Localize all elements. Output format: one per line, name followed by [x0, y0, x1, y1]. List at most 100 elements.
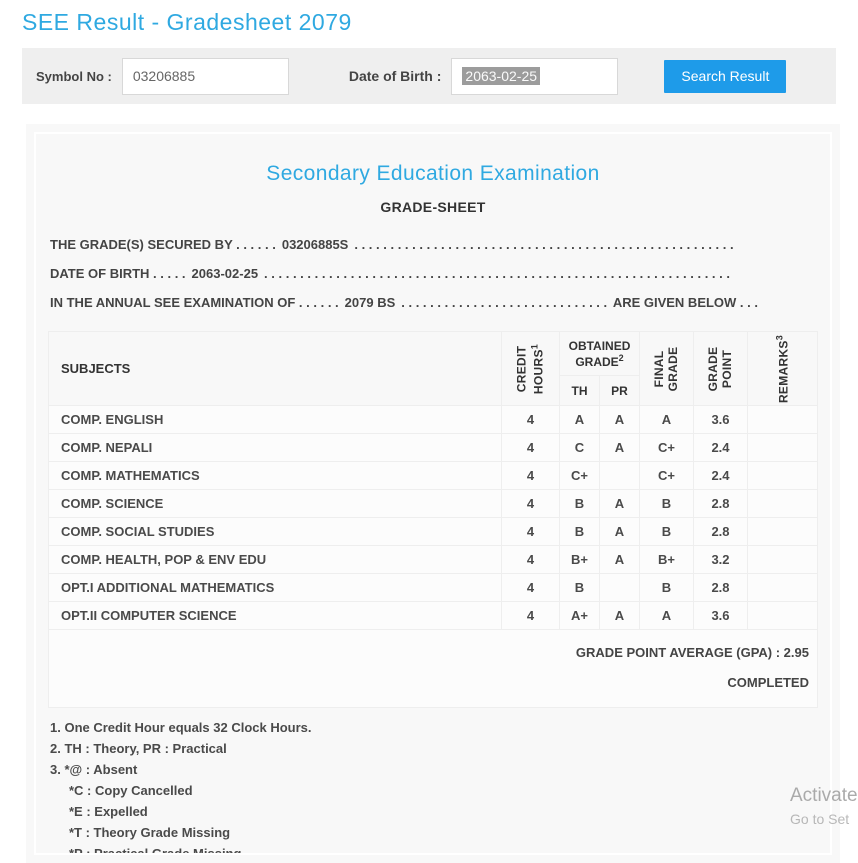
remarks-cell — [747, 461, 818, 490]
footnote-subitem: *C : Copy Cancelled — [69, 783, 193, 798]
table-row: COMP. NEPALI 4 C A C+ 2.4 — [48, 433, 818, 462]
grade-point-cell: 2.8 — [693, 489, 748, 518]
table-row: OPT.I ADDITIONAL MATHEMATICS 4 B B 2.8 — [48, 573, 818, 602]
grade-point-cell: 3.2 — [693, 545, 748, 574]
column-header-subjects: SUBJECTS — [48, 331, 502, 406]
credit-cell: 4 — [501, 489, 560, 518]
column-header-pr: PR — [599, 375, 640, 406]
final-grade-cell: B — [639, 489, 694, 518]
subject-cell: OPT.II COMPUTER SCIENCE — [48, 601, 502, 630]
dot-leader: . . . . . . . . . . . . . . . . . . . . … — [401, 295, 607, 310]
statement-prefix: THE GRADE(S) SECURED BY . . . . . . — [50, 237, 276, 252]
subject-cell: COMP. NEPALI — [48, 433, 502, 462]
pr-grade-cell: A — [599, 601, 640, 630]
final-grade-cell: A — [639, 601, 694, 630]
subject-cell: COMP. ENGLISH — [48, 405, 502, 434]
remarks-sup: 3 — [774, 334, 785, 340]
table-row: OPT.II COMPUTER SCIENCE 4 A+ A A 3.6 — [48, 601, 818, 630]
final-grade-cell: B — [639, 573, 694, 602]
statement-date-of-birth: DATE OF BIRTH . . . . . 2063-02-25 . . .… — [48, 259, 818, 288]
remarks-cell — [747, 601, 818, 630]
table-row: COMP. ENGLISH 4 A A A 3.6 — [48, 405, 818, 434]
grade-point-cell: 3.6 — [693, 601, 748, 630]
pr-grade-cell: A — [599, 517, 640, 546]
dot-leader: . . . . . . . . . . . . . . . . . . . . … — [264, 266, 733, 281]
table-row: COMP. SCIENCE 4 B A B 2.8 — [48, 489, 818, 518]
subject-cell: COMP. SCIENCE — [48, 489, 502, 518]
column-header-obtained-grade: OBTAINED GRADE2 — [559, 331, 640, 376]
statement-prefix: DATE OF BIRTH . . . . . — [50, 266, 186, 281]
th-grade-cell: C+ — [559, 461, 600, 490]
credit-cell: 4 — [501, 573, 560, 602]
table-row: COMP. MATHEMATICS 4 C+ C+ 2.4 — [48, 461, 818, 490]
footnote-subitem: *E : Expelled — [69, 804, 148, 819]
footnote-item: 1. One Credit Hour equals 32 Clock Hours… — [50, 720, 312, 735]
final-grade-cell: B+ — [639, 545, 694, 574]
credit-hours-label: CREDIT HOURS — [514, 345, 545, 394]
credit-cell: 4 — [501, 461, 560, 490]
symbol-no-input[interactable] — [121, 57, 289, 95]
remarks-cell — [747, 573, 818, 602]
sheet-subtitle: GRADE-SHEET — [380, 199, 486, 215]
symbol-no-value: 03206885S — [281, 237, 349, 252]
th-grade-cell: B+ — [559, 545, 600, 574]
statement-prefix: IN THE ANNUAL SEE EXAMINATION OF . . . .… — [50, 295, 339, 310]
grade-point-label: GRADE POINT — [705, 346, 734, 391]
footnote-item: 2. TH : Theory, PR : Practical — [50, 741, 227, 756]
column-header-grade-point: GRADE POINT — [693, 331, 748, 406]
credit-cell: 4 — [501, 405, 560, 434]
symbol-no-label: Symbol No : — [36, 68, 112, 84]
gradesheet-inner: Secondary Education Examination GRADE-SH… — [34, 132, 832, 855]
grade-point-cell: 2.8 — [693, 573, 748, 602]
statement-grades-secured: THE GRADE(S) SECURED BY . . . . . . 0320… — [48, 230, 818, 259]
gradesheet-panel: Secondary Education Examination GRADE-SH… — [26, 124, 840, 863]
search-form-bar: Symbol No : Date of Birth : 2063-02-25 S… — [22, 48, 836, 104]
subject-cell: COMP. MATHEMATICS — [48, 461, 502, 490]
dob-input[interactable]: 2063-02-25 — [451, 57, 619, 95]
footnotes: 1. One Credit Hour equals 32 Clock Hours… — [48, 717, 818, 855]
page-title: SEE Result - Gradesheet 2079 — [22, 9, 352, 35]
dob-label: Date of Birth : — [348, 68, 442, 84]
subject-cell: COMP. SOCIAL STUDIES — [48, 517, 502, 546]
th-grade-cell: B — [559, 489, 600, 518]
search-result-button[interactable]: Search Result — [664, 59, 787, 93]
grade-point-cell: 3.6 — [693, 405, 748, 434]
credit-cell: 4 — [501, 601, 560, 630]
final-grade-cell: C+ — [639, 433, 694, 462]
final-grade-label: FINAL GRADE — [651, 346, 680, 391]
statement-exam-year: IN THE ANNUAL SEE EXAMINATION OF . . . .… — [48, 288, 818, 317]
credit-hours-sup: 1 — [529, 343, 539, 349]
grade-point-cell: 2.4 — [693, 433, 748, 462]
th-grade-cell: B — [559, 573, 600, 602]
column-header-credit-hours: CREDIT HOURS1 — [501, 331, 560, 406]
column-header-remarks: REMARKS3 — [747, 331, 818, 406]
remarks-cell — [747, 545, 818, 574]
footnote-subitem: *P : Practical Grade Missing — [69, 846, 242, 855]
statement-suffix: ARE GIVEN BELOW . . . — [612, 295, 758, 310]
credit-cell: 4 — [501, 517, 560, 546]
grade-point-cell: 2.8 — [693, 517, 748, 546]
pr-grade-cell: A — [599, 433, 640, 462]
pr-grade-cell: A — [599, 405, 640, 434]
remarks-cell — [747, 517, 818, 546]
subject-cell: COMP. HEALTH, POP & ENV EDU — [48, 545, 502, 574]
dob-value: 2063-02-25 — [191, 266, 259, 281]
statement-lines: THE GRADE(S) SECURED BY . . . . . . 0320… — [48, 230, 818, 317]
th-grade-cell: A — [559, 405, 600, 434]
th-grade-cell: A+ — [559, 601, 600, 630]
pr-grade-cell — [599, 461, 640, 490]
credit-cell: 4 — [501, 433, 560, 462]
credit-cell: 4 — [501, 545, 560, 574]
grade-point-cell: 2.4 — [693, 461, 748, 490]
table-row: COMP. SOCIAL STUDIES 4 B A B 2.8 — [48, 517, 818, 546]
subject-cell: OPT.I ADDITIONAL MATHEMATICS — [48, 573, 502, 602]
remarks-cell — [747, 489, 818, 518]
th-grade-cell: B — [559, 517, 600, 546]
grades-table: SUBJECTS CREDIT HOURS1 OBTAINED GRADE2 F… — [48, 331, 818, 630]
exam-year-value: 2079 BS — [344, 295, 396, 310]
gpa-summary: GRADE POINT AVERAGE (GPA) : 2.95 COMPLET… — [48, 630, 818, 708]
remarks-cell — [747, 405, 818, 434]
obtained-grade-sup: 2 — [618, 352, 624, 363]
gpa-line: GRADE POINT AVERAGE (GPA) : 2.95 — [575, 645, 809, 660]
th-grade-cell: C — [559, 433, 600, 462]
